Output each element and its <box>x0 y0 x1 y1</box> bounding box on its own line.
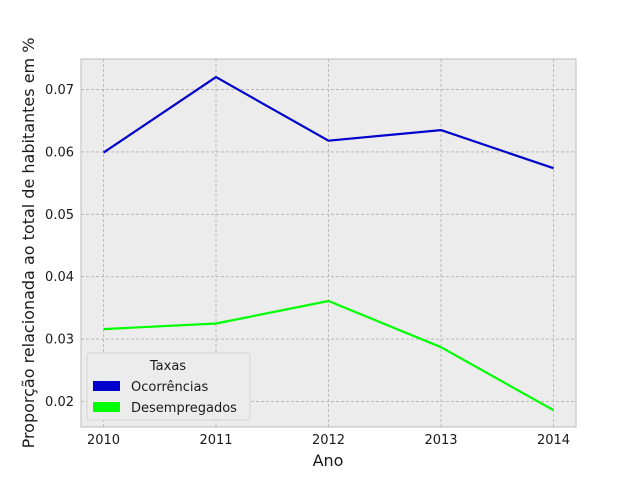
x-tick-label: 2010 <box>87 433 120 448</box>
y-tick-label: 0.06 <box>45 145 74 160</box>
y-tick-label: 0.05 <box>45 208 74 223</box>
y-tick-label: 0.07 <box>45 83 74 98</box>
legend-label-ocorrencias: Ocorrências <box>131 380 208 395</box>
y-tick-label: 0.04 <box>45 270 74 285</box>
y-tick-label: 0.02 <box>45 395 74 410</box>
x-axis-label: Ano <box>313 451 344 470</box>
y-axis-label: Proporção relacionada ao total de habita… <box>19 38 38 449</box>
legend-label-desempregados: Desempregados <box>131 401 237 416</box>
x-tick-label: 2012 <box>312 433 345 448</box>
x-axis-ticks: 2010 2011 2012 2013 2014 <box>87 433 570 448</box>
legend-box <box>86 352 251 421</box>
y-axis-ticks: 0.02 0.03 0.04 0.05 0.06 0.07 <box>45 83 74 410</box>
legend-swatch-ocorrencias <box>93 381 120 391</box>
x-tick-label: 2014 <box>537 433 570 448</box>
legend-swatch-desempregados <box>93 402 120 412</box>
series-lines <box>102 75 555 412</box>
series-line-ocorrencias <box>102 75 554 170</box>
x-tick-label: 2011 <box>199 433 232 448</box>
x-tick-label: 2013 <box>424 433 457 448</box>
legend: Taxas Ocorrências Desempregados <box>86 352 251 421</box>
series-line-desempregados <box>103 299 555 412</box>
y-tick-label: 0.03 <box>45 333 74 348</box>
legend-title: Taxas <box>149 359 186 374</box>
